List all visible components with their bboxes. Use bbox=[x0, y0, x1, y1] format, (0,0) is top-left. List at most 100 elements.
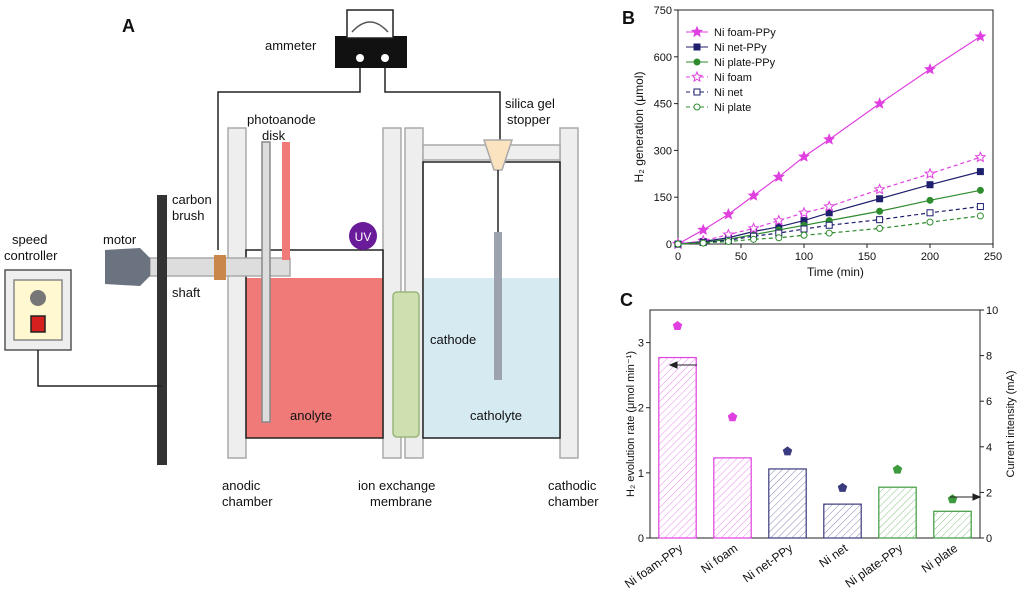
legend-marker bbox=[693, 88, 701, 96]
y2-tick-label: 6 bbox=[986, 396, 992, 408]
uv-lamp bbox=[349, 222, 377, 250]
series-line bbox=[677, 215, 981, 245]
series-line bbox=[677, 36, 981, 245]
marker bbox=[674, 240, 682, 248]
marker bbox=[825, 221, 833, 229]
y-tick-label: 0 bbox=[638, 533, 644, 545]
marker bbox=[825, 229, 833, 237]
frame bbox=[227, 127, 247, 459]
current-marker bbox=[782, 446, 793, 456]
current-marker bbox=[947, 494, 958, 504]
membrane bbox=[392, 291, 420, 438]
y-tick-label: 3 bbox=[638, 338, 644, 350]
catholyte bbox=[423, 278, 560, 438]
marker bbox=[974, 150, 987, 163]
terminal bbox=[381, 54, 389, 62]
y-tick-label: 450 bbox=[654, 99, 672, 111]
y-tick-label: 150 bbox=[654, 192, 672, 204]
legend-marker bbox=[693, 103, 701, 111]
x-tick-label: 100 bbox=[795, 251, 813, 263]
x-axis-label: Time (min) bbox=[807, 265, 864, 279]
gauge-arc bbox=[351, 21, 389, 33]
marker bbox=[772, 214, 785, 226]
x-tick-label: 250 bbox=[984, 251, 1002, 263]
series-line bbox=[677, 205, 981, 245]
label: speed controller bbox=[4, 232, 58, 263]
y-axis-label: H₂ evolution rate (μmol min⁻¹) bbox=[625, 351, 637, 497]
cathode bbox=[494, 232, 502, 380]
marker bbox=[697, 223, 710, 236]
label: photoanode disk bbox=[247, 112, 316, 143]
current-marker bbox=[672, 320, 683, 331]
marker bbox=[823, 133, 836, 145]
diagram: A ammeter UV photoanode disk silica gel st… bbox=[4, 9, 599, 509]
x-tick-label: 0 bbox=[675, 251, 681, 263]
frame bbox=[559, 127, 579, 459]
legend-label: Ni plate-PPy bbox=[714, 57, 776, 69]
arrow-head bbox=[668, 361, 678, 369]
marker bbox=[699, 239, 707, 247]
carbon-brush bbox=[214, 255, 226, 280]
legend-label: Ni foam bbox=[714, 72, 752, 84]
marker bbox=[873, 183, 886, 195]
ammeter-body bbox=[335, 36, 407, 68]
stopper bbox=[482, 139, 514, 171]
motor bbox=[105, 248, 150, 286]
plot-frame bbox=[677, 9, 994, 245]
marker bbox=[976, 212, 984, 220]
label: ion exchange membrane bbox=[358, 478, 435, 509]
marker bbox=[750, 235, 758, 243]
x-tick-label: Ni foam-PPy bbox=[622, 541, 685, 591]
marker bbox=[800, 225, 808, 233]
marker bbox=[825, 209, 833, 217]
panel-label: A bbox=[122, 16, 135, 36]
ammeter-gauge bbox=[346, 9, 394, 39]
terminal bbox=[356, 54, 364, 62]
wire bbox=[384, 68, 501, 140]
marker bbox=[798, 150, 810, 162]
legend-marker bbox=[693, 58, 701, 66]
marker bbox=[800, 231, 808, 239]
legend-marker bbox=[693, 43, 701, 51]
label: shaft bbox=[172, 285, 201, 300]
marker bbox=[876, 216, 884, 224]
wire bbox=[217, 68, 361, 250]
marker bbox=[924, 62, 936, 75]
label: anodic chamber bbox=[222, 478, 273, 509]
axis-arrows bbox=[668, 361, 982, 501]
marker bbox=[876, 224, 884, 232]
label: ammeter bbox=[265, 38, 317, 53]
label: anolyte bbox=[290, 408, 332, 423]
x-tick-label: 150 bbox=[858, 251, 876, 263]
marker bbox=[873, 97, 886, 109]
marker bbox=[976, 186, 984, 194]
y-tick-label: 300 bbox=[654, 145, 672, 157]
legend-label: Ni foam-PPy bbox=[714, 27, 776, 39]
y-tick-label: 750 bbox=[654, 5, 672, 17]
y2-tick-label: 2 bbox=[986, 487, 992, 499]
marker bbox=[974, 30, 987, 42]
anodic-chamber bbox=[245, 249, 384, 439]
marker bbox=[926, 209, 934, 217]
legend-label: Ni net-PPy bbox=[714, 42, 767, 54]
bar bbox=[768, 468, 807, 539]
knob bbox=[30, 290, 46, 306]
y-tick-label: 2 bbox=[638, 403, 644, 415]
y-tick-label: 1 bbox=[638, 468, 644, 480]
marker bbox=[722, 208, 735, 220]
y-tick-label: 600 bbox=[654, 52, 672, 64]
marker bbox=[823, 200, 836, 212]
marker bbox=[772, 170, 785, 183]
marker bbox=[976, 203, 984, 211]
series-line bbox=[677, 156, 981, 245]
y2-tick-label: 8 bbox=[986, 351, 992, 363]
marker bbox=[976, 168, 984, 176]
legend-marker bbox=[691, 25, 703, 38]
label: cathodic chamber bbox=[548, 478, 599, 509]
marker bbox=[798, 206, 810, 218]
marker bbox=[924, 167, 936, 179]
x-tick-label: Ni plate bbox=[919, 541, 961, 576]
label: silica gel stopper bbox=[505, 96, 555, 127]
